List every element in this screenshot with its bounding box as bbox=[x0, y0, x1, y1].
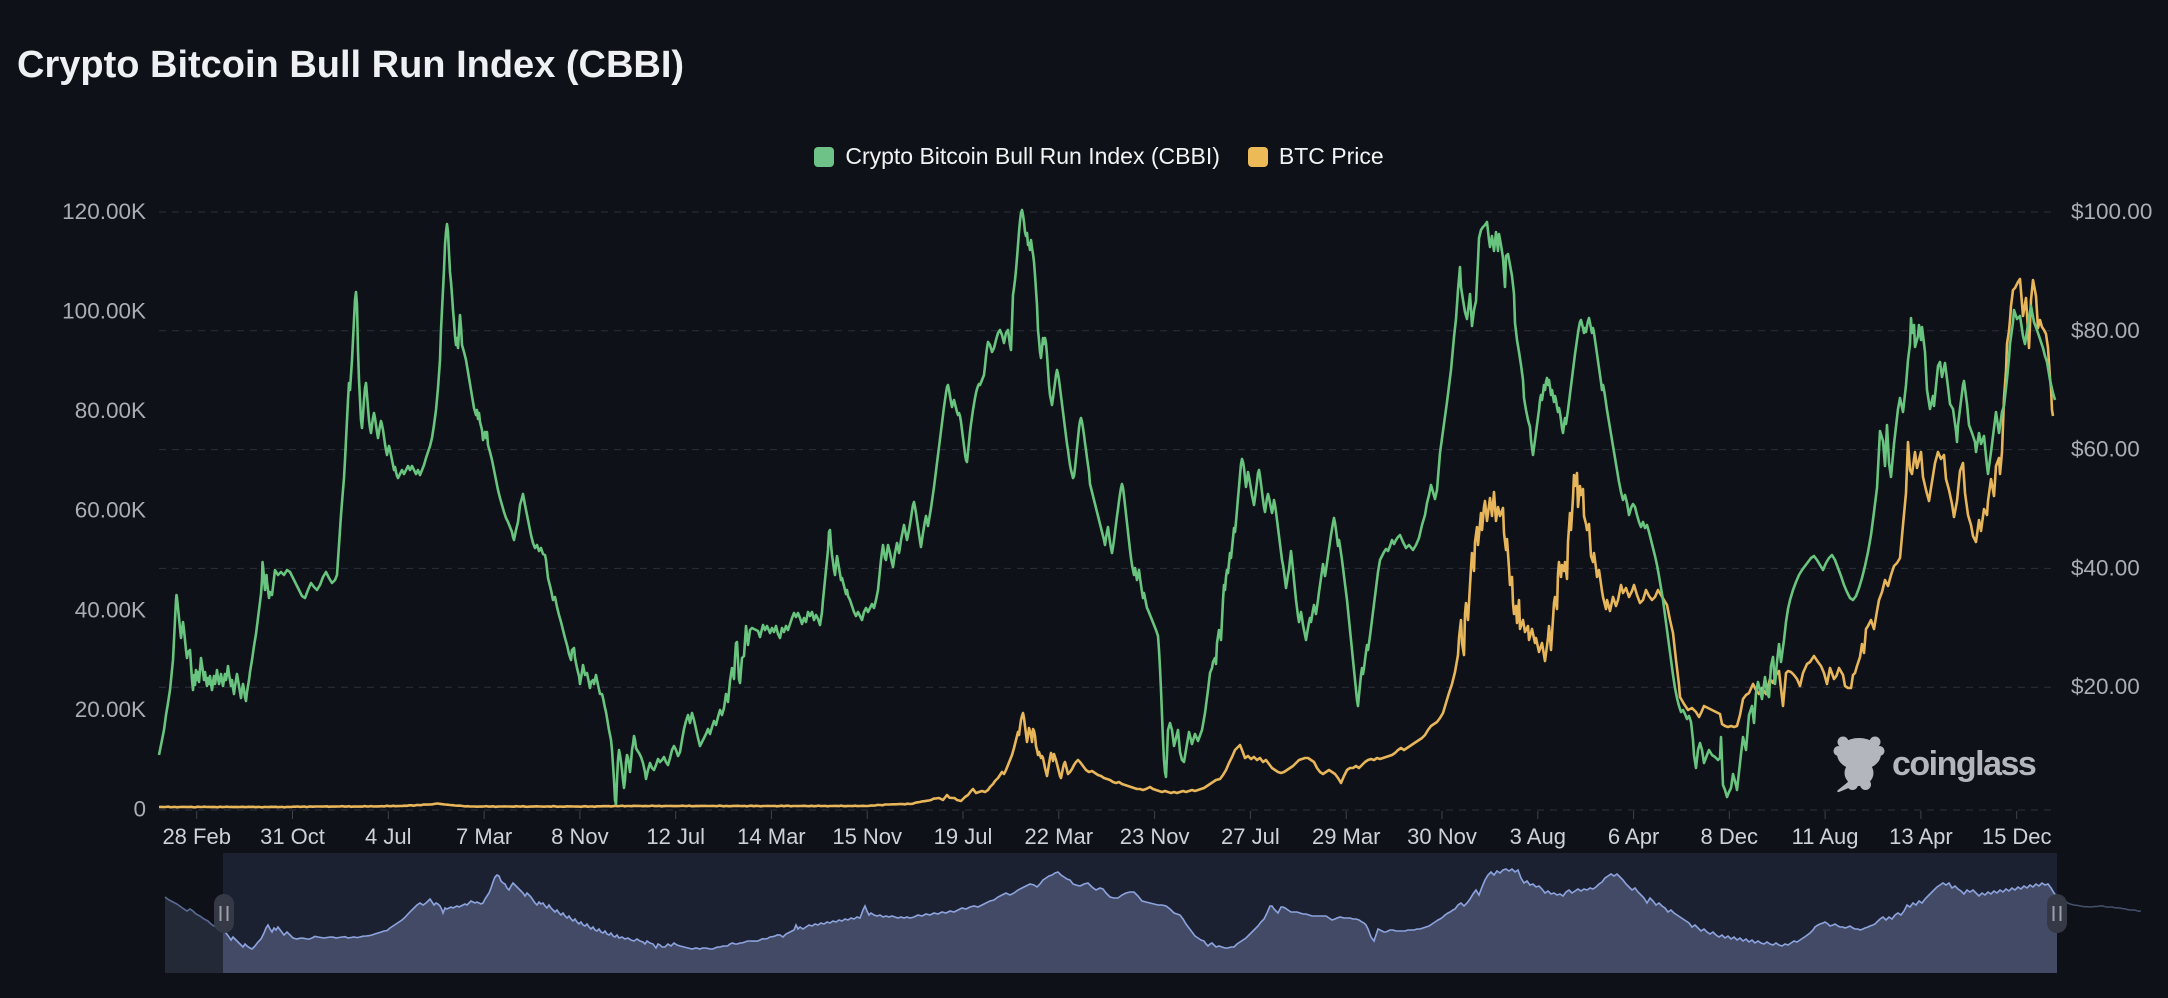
svg-text:7 Mar: 7 Mar bbox=[456, 824, 512, 849]
svg-text:100.00K: 100.00K bbox=[62, 299, 146, 324]
svg-text:$100.00: $100.00 bbox=[2071, 199, 2152, 224]
svg-text:8 Dec: 8 Dec bbox=[1701, 824, 1758, 849]
svg-text:0: 0 bbox=[133, 797, 146, 822]
svg-text:120.00K: 120.00K bbox=[62, 199, 146, 224]
svg-text:$40.00: $40.00 bbox=[2071, 555, 2140, 580]
svg-text:15 Dec: 15 Dec bbox=[1982, 824, 2052, 849]
svg-text:$60.00: $60.00 bbox=[2071, 437, 2140, 462]
svg-text:3 Aug: 3 Aug bbox=[1510, 824, 1566, 849]
svg-text:$20.00: $20.00 bbox=[2071, 674, 2140, 699]
svg-text:12 Jul: 12 Jul bbox=[646, 824, 705, 849]
svg-text:60.00K: 60.00K bbox=[75, 498, 146, 523]
svg-text:20.00K: 20.00K bbox=[75, 697, 146, 722]
svg-text:40.00K: 40.00K bbox=[75, 597, 146, 622]
svg-text:27 Jul: 27 Jul bbox=[1221, 824, 1280, 849]
svg-text:11 Aug: 11 Aug bbox=[1792, 824, 1859, 849]
svg-text:coinglass: coinglass bbox=[1892, 745, 2036, 783]
svg-text:23 Nov: 23 Nov bbox=[1120, 824, 1190, 849]
svg-text:14 Mar: 14 Mar bbox=[737, 824, 805, 849]
svg-text:15 Nov: 15 Nov bbox=[832, 824, 902, 849]
svg-text:80.00K: 80.00K bbox=[75, 398, 146, 423]
svg-text:19 Jul: 19 Jul bbox=[934, 824, 993, 849]
svg-text:8 Nov: 8 Nov bbox=[551, 824, 608, 849]
svg-text:30 Nov: 30 Nov bbox=[1407, 824, 1477, 849]
svg-text:28 Feb: 28 Feb bbox=[162, 824, 231, 849]
svg-text:22 Mar: 22 Mar bbox=[1025, 824, 1093, 849]
svg-text:29 Mar: 29 Mar bbox=[1312, 824, 1380, 849]
svg-text:4 Jul: 4 Jul bbox=[365, 824, 411, 849]
svg-text:13 Apr: 13 Apr bbox=[1889, 824, 1953, 849]
svg-text:$80.00: $80.00 bbox=[2071, 318, 2140, 343]
svg-text:6 Apr: 6 Apr bbox=[1608, 824, 1659, 849]
svg-text:31 Oct: 31 Oct bbox=[260, 824, 325, 849]
